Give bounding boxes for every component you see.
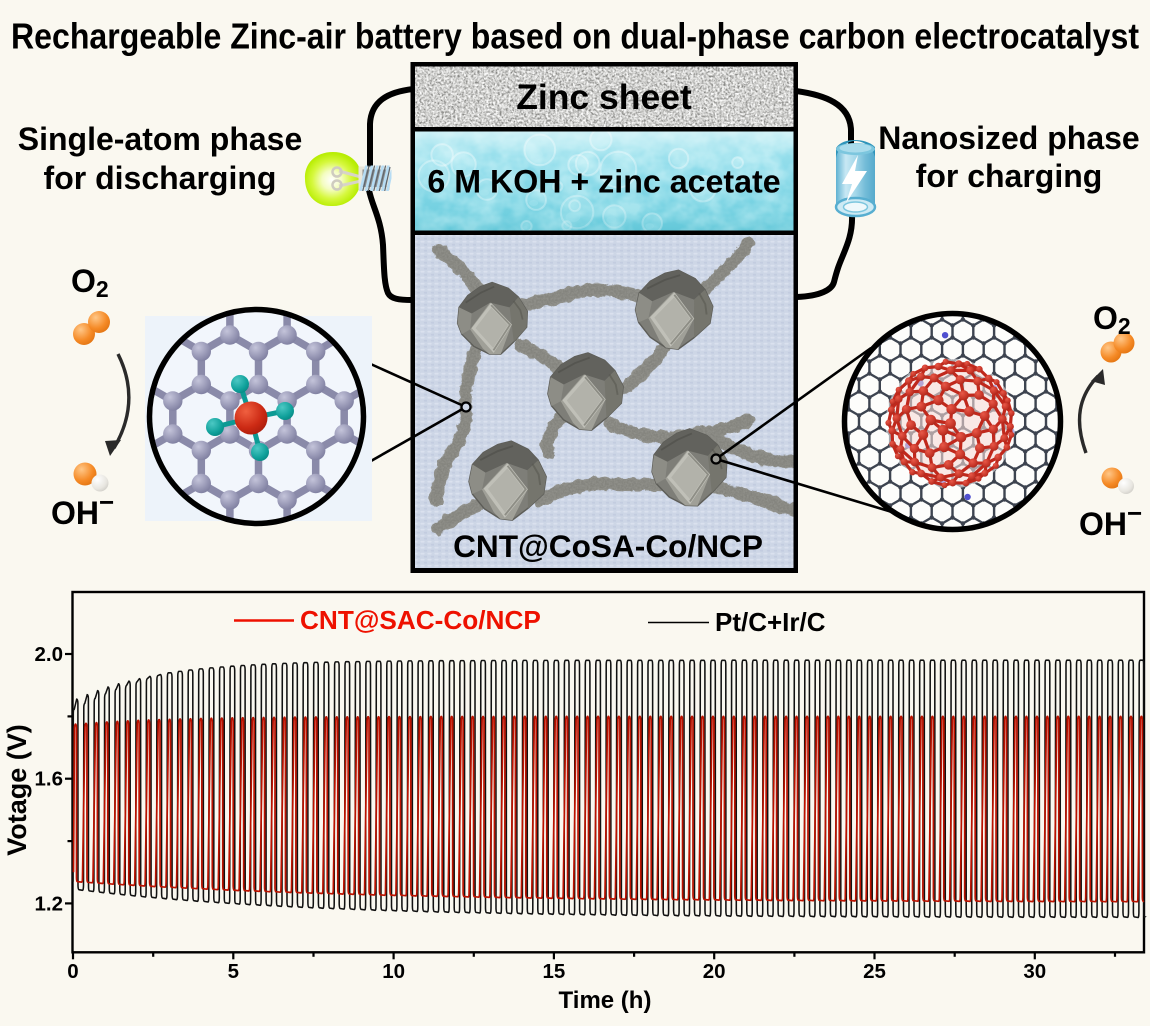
svg-text:20: 20 (703, 960, 726, 983)
svg-text:1.6: 1.6 (35, 768, 64, 791)
svg-text:CNT@CoSA-Co/NCP: CNT@CoSA-Co/NCP (453, 528, 763, 564)
svg-text:for discharging: for discharging (44, 160, 277, 196)
svg-text:5: 5 (228, 960, 239, 983)
svg-text:Zinc sheet: Zinc sheet (516, 77, 692, 117)
svg-text:Votage (V): Votage (V) (2, 724, 32, 856)
svg-text:10: 10 (382, 960, 405, 983)
svg-text:CNT@SAC-Co/NCP: CNT@SAC-Co/NCP (300, 605, 541, 635)
svg-text:30: 30 (1023, 960, 1046, 983)
svg-text:1.2: 1.2 (35, 892, 64, 915)
svg-text:25: 25 (863, 960, 886, 983)
svg-text:15: 15 (542, 960, 565, 983)
svg-text:Time (h): Time (h) (559, 987, 652, 1014)
svg-text:Nanosized phase: Nanosized phase (878, 120, 1139, 156)
svg-text:O2: O2 (71, 263, 109, 302)
svg-text:2.0: 2.0 (35, 643, 64, 666)
svg-text:for charging: for charging (916, 158, 1103, 194)
svg-text:0: 0 (67, 960, 78, 983)
svg-text:Rechargeable Zinc-air battery: Rechargeable Zinc-air battery based on d… (11, 16, 1139, 57)
svg-text:Pt/C+Ir/C: Pt/C+Ir/C (715, 607, 826, 637)
svg-text:Single-atom phase: Single-atom phase (18, 121, 303, 157)
svg-text:6 M KOH + zinc acetate: 6 M KOH + zinc acetate (427, 164, 780, 200)
